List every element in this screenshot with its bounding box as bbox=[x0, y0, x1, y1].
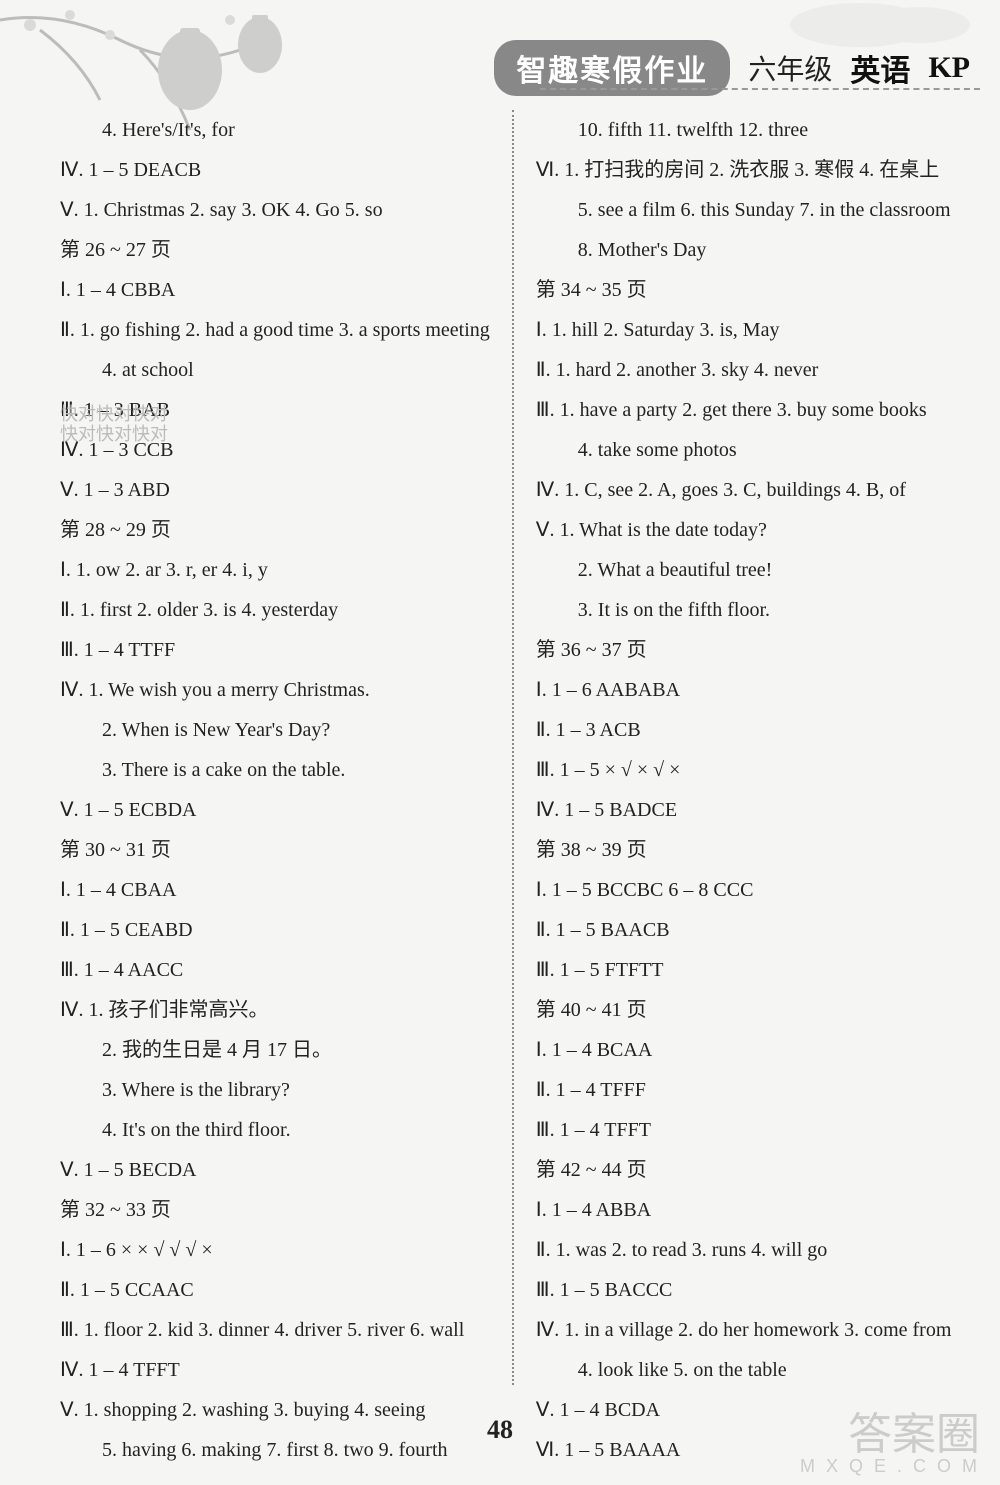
page-number: 48 bbox=[0, 1415, 1000, 1445]
answer-line: Ⅵ. 1. 打扫我的房间 2. 洗衣服 3. 寒假 4. 在桌上 bbox=[536, 150, 960, 190]
answer-line: Ⅲ. 1. floor 2. kid 3. dinner 4. driver 5… bbox=[60, 1310, 490, 1350]
answer-line: Ⅰ. 1. hill 2. Saturday 3. is, May bbox=[536, 310, 960, 350]
answer-line: 8. Mother's Day bbox=[536, 230, 960, 270]
answer-line: 4. Here's/It's, for bbox=[60, 110, 490, 150]
answer-line: Ⅰ. 1 – 4 BCAA bbox=[536, 1030, 960, 1070]
answer-line: Ⅱ. 1. first 2. older 3. is 4. yesterday bbox=[60, 590, 490, 630]
answer-line: Ⅱ. 1. was 2. to read 3. runs 4. will go bbox=[536, 1230, 960, 1270]
answer-line: Ⅲ. 1 – 4 AACC bbox=[60, 950, 490, 990]
answer-line: Ⅳ. 1. 孩子们非常高兴。 bbox=[60, 990, 490, 1030]
answer-line: 第 32 ~ 33 页 bbox=[60, 1190, 490, 1230]
right-column: 10. fifth 11. twelfth 12. threeⅥ. 1. 打扫我… bbox=[514, 110, 960, 1385]
answer-line: Ⅳ. 1. We wish you a merry Christmas. bbox=[60, 670, 490, 710]
answer-line: Ⅳ. 1 – 5 DEACB bbox=[60, 150, 490, 190]
content-area: 4. Here's/It's, forⅣ. 1 – 5 DEACBⅤ. 1. C… bbox=[60, 110, 960, 1385]
answer-line: Ⅰ. 1 – 4 CBBA bbox=[60, 270, 490, 310]
answer-line: 第 30 ~ 31 页 bbox=[60, 830, 490, 870]
answer-line: Ⅱ. 1. go fishing 2. had a good time 3. a… bbox=[60, 310, 490, 350]
answer-line: Ⅱ. 1 – 5 CEABD bbox=[60, 910, 490, 950]
answer-line: 第 38 ~ 39 页 bbox=[536, 830, 960, 870]
answer-line: 4. at school bbox=[60, 350, 490, 390]
answer-line: 4. look like 5. on the table bbox=[536, 1350, 960, 1390]
header-underline bbox=[540, 88, 980, 90]
answer-line: Ⅲ. 1 – 3 BAB bbox=[60, 390, 490, 430]
answer-line: 10. fifth 11. twelfth 12. three bbox=[536, 110, 960, 150]
answer-line: Ⅴ. 1 – 5 BECDA bbox=[60, 1150, 490, 1190]
answer-line: Ⅳ. 1. in a village 2. do her homework 3.… bbox=[536, 1310, 960, 1350]
answer-line: Ⅰ. 1 – 4 ABBA bbox=[536, 1190, 960, 1230]
answer-line: 2. 我的生日是 4 月 17 日。 bbox=[60, 1030, 490, 1070]
answer-line: 4. It's on the third floor. bbox=[60, 1110, 490, 1150]
answer-line: 第 40 ~ 41 页 bbox=[536, 990, 960, 1030]
answer-line: Ⅳ. 1 – 5 BADCE bbox=[536, 790, 960, 830]
answer-line: 第 36 ~ 37 页 bbox=[536, 630, 960, 670]
left-column: 4. Here's/It's, forⅣ. 1 – 5 DEACBⅤ. 1. C… bbox=[60, 110, 512, 1385]
answer-line: Ⅲ. 1 – 4 TTFF bbox=[60, 630, 490, 670]
answer-line: Ⅴ. 1 – 5 ECBDA bbox=[60, 790, 490, 830]
answer-line: Ⅳ. 1 – 3 CCB bbox=[60, 430, 490, 470]
answer-line: Ⅲ. 1 – 5 BACCC bbox=[536, 1270, 960, 1310]
answer-line: Ⅱ. 1 – 5 CCAAC bbox=[60, 1270, 490, 1310]
answer-line: 第 34 ~ 35 页 bbox=[536, 270, 960, 310]
answer-line: Ⅴ. 1 – 3 ABD bbox=[60, 470, 490, 510]
answer-line: Ⅰ. 1 – 6 × × √ √ √ × bbox=[60, 1230, 490, 1270]
answer-line: 第 42 ~ 44 页 bbox=[536, 1150, 960, 1190]
answer-line: Ⅴ. 1. What is the date today? bbox=[536, 510, 960, 550]
answer-line: Ⅰ. 1 – 4 CBAA bbox=[60, 870, 490, 910]
grade-label: 六年级 bbox=[748, 48, 832, 88]
answer-line: Ⅰ. 1 – 6 AABABA bbox=[536, 670, 960, 710]
answer-line: 2. When is New Year's Day? bbox=[60, 710, 490, 750]
answer-line: 3. There is a cake on the table. bbox=[60, 750, 490, 790]
answer-line: 3. Where is the library? bbox=[60, 1070, 490, 1110]
kp-label: KP bbox=[928, 51, 970, 85]
answer-line: Ⅴ. 1. Christmas 2. say 3. OK 4. Go 5. so bbox=[60, 190, 490, 230]
answer-line: Ⅰ. 1 – 5 BCCBC 6 – 8 CCC bbox=[536, 870, 960, 910]
answer-line: Ⅳ. 1 – 4 TFFT bbox=[60, 1350, 490, 1390]
answer-line: 4. take some photos bbox=[536, 430, 960, 470]
answer-line: 第 28 ~ 29 页 bbox=[60, 510, 490, 550]
subject-label: 英语 bbox=[850, 46, 910, 90]
answer-line: Ⅱ. 1. hard 2. another 3. sky 4. never bbox=[536, 350, 960, 390]
answer-line: Ⅲ. 1 – 4 TFFT bbox=[536, 1110, 960, 1150]
answer-line: 5. see a film 6. this Sunday 7. in the c… bbox=[536, 190, 960, 230]
answer-line: Ⅳ. 1. C, see 2. A, goes 3. C, buildings … bbox=[536, 470, 960, 510]
answer-line: Ⅲ. 1. have a party 2. get there 3. buy s… bbox=[536, 390, 960, 430]
answer-line: Ⅱ. 1 – 5 BAACB bbox=[536, 910, 960, 950]
answer-line: Ⅲ. 1 – 5 FTFTT bbox=[536, 950, 960, 990]
answer-line: 3. It is on the fifth floor. bbox=[536, 590, 960, 630]
answer-line: Ⅰ. 1. ow 2. ar 3. r, er 4. i, y bbox=[60, 550, 490, 590]
answer-line: 第 26 ~ 27 页 bbox=[60, 230, 490, 270]
answer-line: 2. What a beautiful tree! bbox=[536, 550, 960, 590]
answer-line: Ⅱ. 1 – 3 ACB bbox=[536, 710, 960, 750]
answer-line: Ⅱ. 1 – 4 TFFF bbox=[536, 1070, 960, 1110]
answer-line: Ⅲ. 1 – 5 × √ × √ × bbox=[536, 750, 960, 790]
